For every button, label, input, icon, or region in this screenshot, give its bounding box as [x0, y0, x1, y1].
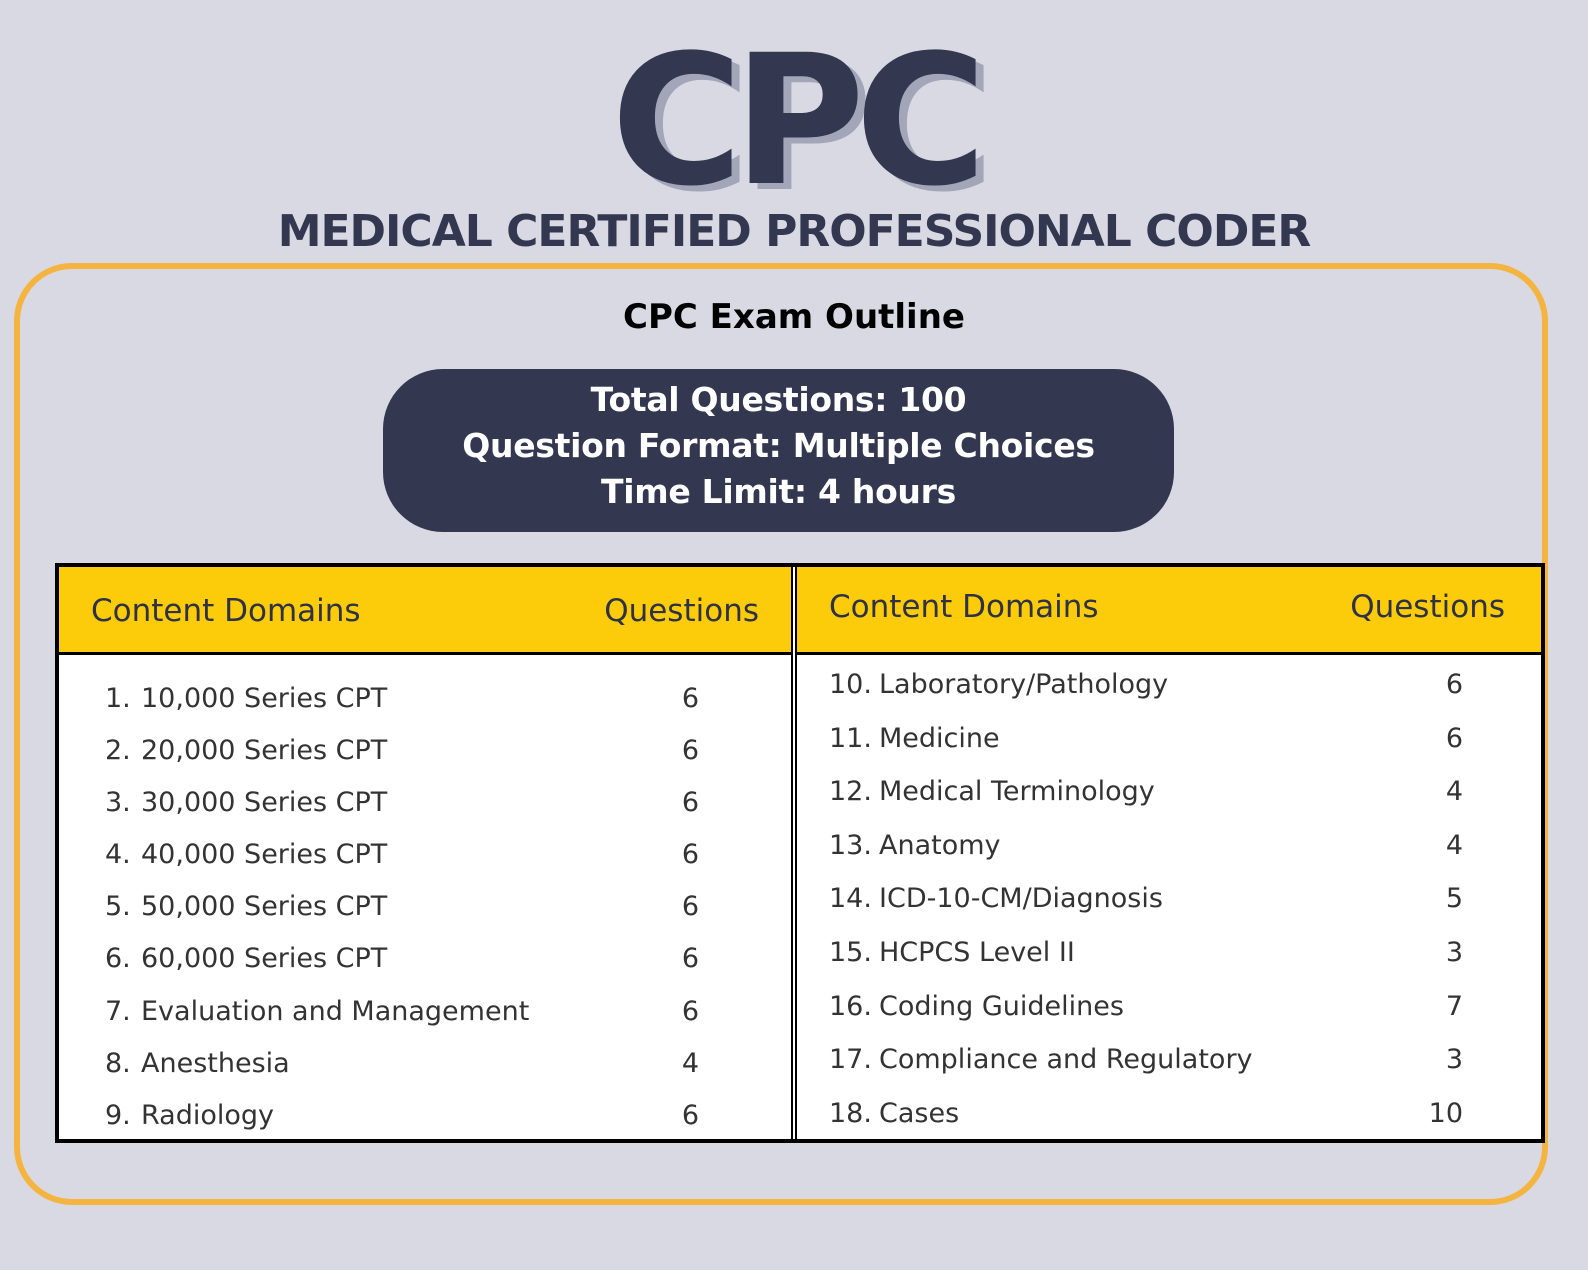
table-row: 1. 10,000 Series CPT 6: [59, 673, 791, 725]
row-number: 8.: [105, 1047, 131, 1079]
time-limit-text: Time Limit: 4 hours: [601, 472, 956, 511]
row-domain: Radiology: [141, 1099, 275, 1131]
table-divider: [791, 567, 797, 1139]
row-question-count: 5: [1445, 883, 1463, 915]
row-domain: 10,000 Series CPT: [141, 683, 388, 714]
row-number: 18.: [829, 1097, 872, 1129]
table-row: 2. 20,000 Series CPT 6: [59, 725, 791, 777]
header-content-domains: Content Domains: [91, 593, 361, 629]
row-number: 7.: [105, 995, 131, 1027]
row-domain: Medical Terminology: [879, 776, 1155, 808]
table-row: 16. Coding Guidelines 7: [797, 980, 1541, 1034]
row-domain: 30,000 Series CPT: [141, 787, 388, 819]
row-domain: Anatomy: [879, 829, 1001, 861]
row-domain: Coding Guidelines: [879, 990, 1124, 1022]
outline-title: CPC Exam Outline: [623, 297, 965, 337]
row-domain: Evaluation and Management: [141, 995, 530, 1027]
domain-list-right: 10. Laboratory/Pathology 6 11. Medicine …: [797, 658, 1541, 1140]
cpc-logo: CPC: [610, 17, 987, 226]
row-number: 1.: [105, 683, 131, 714]
row-number: 3.: [105, 787, 131, 819]
row-number: 16.: [829, 990, 872, 1022]
table-panel-right: Content Domains Questions 10. Laboratory…: [797, 567, 1541, 1139]
row-question-count: 10: [1428, 1097, 1463, 1129]
row-number: 11.: [829, 722, 872, 754]
row-number: 15.: [829, 936, 872, 968]
table-row: 8. Anesthesia 4: [59, 1038, 791, 1090]
exam-info-panel: Total Questions: 100 Question Format: Mu…: [383, 369, 1174, 532]
table-row: 6. 60,000 Series CPT 6: [59, 933, 791, 985]
row-number: 2.: [105, 735, 131, 767]
row-question-count: 6: [681, 839, 699, 871]
question-format-text: Question Format: Multiple Choices: [462, 426, 1095, 465]
table-row: 5. 50,000 Series CPT 6: [59, 881, 791, 933]
row-question-count: 3: [1445, 936, 1463, 968]
table-row: 4. 40,000 Series CPT 6: [59, 829, 791, 881]
row-question-count: 4: [681, 1047, 699, 1079]
row-question-count: 6: [681, 1099, 699, 1131]
row-question-count: 6: [1445, 669, 1463, 700]
header-content-domains: Content Domains: [829, 589, 1099, 625]
row-number: 5.: [105, 891, 131, 923]
table-row: 10. Laboratory/Pathology 6: [797, 658, 1541, 712]
table-row: 17. Compliance and Regulatory 3: [797, 1033, 1541, 1087]
row-domain: 20,000 Series CPT: [141, 735, 388, 767]
table-row: 7. Evaluation and Management 6: [59, 986, 791, 1038]
table-row: 18. Cases 10: [797, 1087, 1541, 1141]
row-domain: 50,000 Series CPT: [141, 891, 388, 923]
row-question-count: 6: [681, 735, 699, 767]
domain-list-left: 1. 10,000 Series CPT 6 2. 20,000 Series …: [59, 673, 791, 1142]
row-domain: Cases: [879, 1097, 960, 1129]
row-domain: 60,000 Series CPT: [141, 943, 388, 975]
table-row: 12. Medical Terminology 4: [797, 765, 1541, 819]
row-question-count: 6: [681, 891, 699, 923]
row-number: 10.: [829, 669, 872, 700]
table-row: 3. 30,000 Series CPT 6: [59, 777, 791, 829]
page-subtitle: MEDICAL CERTIFIED PROFESSIONAL CODER: [277, 206, 1312, 257]
row-domain: Laboratory/Pathology: [879, 669, 1169, 700]
row-domain: Anesthesia: [141, 1047, 290, 1079]
row-domain: 40,000 Series CPT: [141, 839, 388, 871]
table-header-right: Content Domains Questions: [797, 567, 1541, 655]
table-panel-left: Content Domains Questions 1. 10,000 Seri…: [59, 567, 791, 1139]
row-number: 6.: [105, 943, 131, 975]
row-number: 4.: [105, 839, 131, 871]
row-number: 12.: [829, 776, 872, 808]
content-domains-table: Content Domains Questions 1. 10,000 Seri…: [55, 563, 1545, 1143]
table-header-left: Content Domains Questions: [59, 567, 791, 655]
row-question-count: 4: [1445, 829, 1463, 861]
row-question-count: 6: [681, 943, 699, 975]
row-question-count: 3: [1445, 1044, 1463, 1076]
outline-frame: [14, 263, 1548, 1205]
table-row: 13. Anatomy 4: [797, 819, 1541, 873]
row-question-count: 6: [681, 995, 699, 1027]
header-questions: Questions: [604, 593, 759, 629]
row-domain: Compliance and Regulatory: [879, 1044, 1253, 1076]
table-row: 9. Radiology 6: [59, 1090, 791, 1142]
table-row: 14. ICD-10-CM/Diagnosis 5: [797, 872, 1541, 926]
row-domain: ICD-10-CM/Diagnosis: [879, 883, 1163, 915]
row-number: 14.: [829, 883, 872, 915]
row-question-count: 6: [681, 683, 699, 714]
row-question-count: 7: [1445, 990, 1463, 1022]
row-number: 17.: [829, 1044, 872, 1076]
table-row: 15. HCPCS Level II 3: [797, 926, 1541, 980]
row-number: 9.: [105, 1099, 131, 1131]
row-domain: HCPCS Level II: [879, 936, 1075, 968]
row-question-count: 6: [1445, 722, 1463, 754]
row-question-count: 6: [681, 787, 699, 819]
total-questions-text: Total Questions: 100: [590, 380, 967, 419]
row-question-count: 4: [1445, 776, 1463, 808]
row-number: 13.: [829, 829, 872, 861]
row-domain: Medicine: [879, 722, 1000, 754]
table-row: 11. Medicine 6: [797, 712, 1541, 766]
header-questions: Questions: [1350, 589, 1505, 625]
